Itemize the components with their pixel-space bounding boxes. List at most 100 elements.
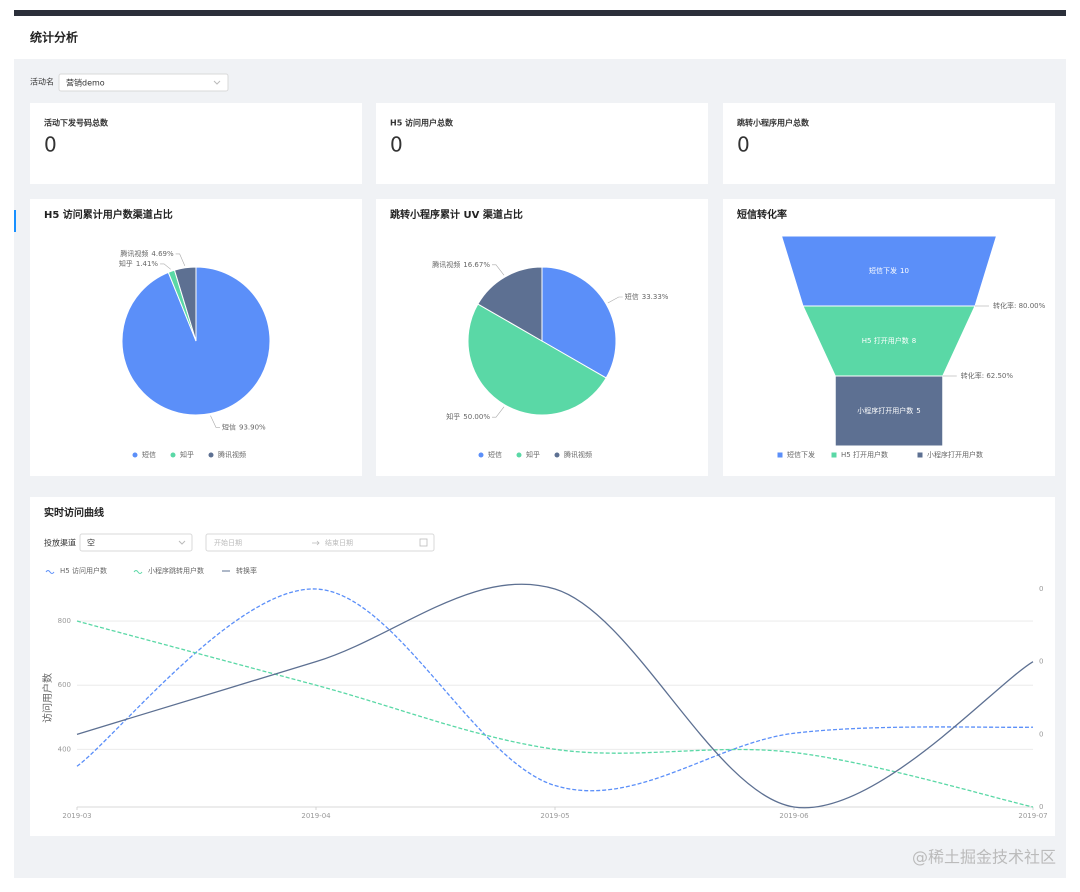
- pie-label-name: 知乎: [119, 259, 133, 268]
- card: [376, 103, 708, 184]
- legend-marker: [831, 452, 837, 458]
- channel-select-value: 空: [87, 538, 95, 548]
- series-line: [76, 588, 1034, 792]
- series-line: [76, 620, 1034, 808]
- select-arrow: [213, 80, 221, 85]
- pie-slice: [477, 266, 543, 342]
- pie-label: 腾讯视频 4.69%: [120, 249, 174, 258]
- legend-label: 知乎: [526, 450, 540, 459]
- legend-marker: [777, 452, 783, 458]
- legend-label: 短信下发: [787, 450, 815, 459]
- x-tick-label: 2019-06: [779, 812, 809, 820]
- x-tick-label: 2019-05: [540, 812, 569, 820]
- card: [30, 103, 362, 184]
- pie-label-name: 短信: [222, 422, 236, 431]
- y2-tick-label: 0: [1039, 803, 1043, 811]
- legend-marker: [132, 452, 138, 458]
- conversion-label: 转化率: 62.50%: [961, 371, 1014, 380]
- select-arrow: [178, 540, 186, 545]
- pie-label-value: 4.69%: [151, 250, 174, 258]
- funnel-label: 小程序打开用户数 5: [857, 406, 920, 415]
- activity-select-value: 营销demo: [66, 78, 105, 88]
- pie-label: 知乎 1.41%: [119, 259, 159, 268]
- chart-title: 跳转小程序累计 UV 渠道占比: [390, 208, 523, 221]
- x-tick-label: 2019-04: [301, 812, 331, 820]
- stat-label: 跳转小程序用户总数: [737, 118, 810, 128]
- legend-label: H5 访问用户数: [60, 566, 107, 575]
- pie-label: 腾讯视频 16.67%: [432, 260, 490, 269]
- x-tick-label: 2019-07: [1018, 812, 1047, 820]
- channel-select[interactable]: [79, 533, 193, 552]
- label-leader: [607, 296, 623, 304]
- filter-label: 投放渠道: [44, 538, 76, 548]
- stat-label: H5 访问用户总数: [390, 118, 454, 128]
- start-date: 开始日期: [214, 538, 242, 547]
- y-tick-label: 800: [58, 617, 71, 625]
- legend-marker: [554, 452, 560, 458]
- pie-label-value: 93.90%: [239, 423, 266, 431]
- funnel-label-name: 小程序打开用户数: [857, 406, 913, 415]
- y2-tick-label: 0: [1039, 585, 1043, 593]
- page-title: 统计分析: [30, 30, 78, 45]
- pie-slice: [173, 266, 197, 342]
- chart-title: H5 访问累计用户数渠道占比: [44, 208, 173, 221]
- pie-label-value: 50.00%: [463, 413, 490, 421]
- legend-label: 短信: [142, 450, 156, 459]
- y2-tick-label: 0: [1039, 730, 1043, 738]
- series-line: [76, 583, 1034, 809]
- pie-label-name: 短信: [625, 292, 639, 301]
- legend-label: 小程序打开用户数: [927, 450, 983, 459]
- pie-label: 短信 93.90%: [222, 422, 266, 431]
- card: [723, 103, 1055, 184]
- range-arrow: [312, 540, 320, 546]
- funnel-label-value: 5: [916, 407, 920, 415]
- pie-slice: [541, 266, 617, 379]
- legend-label: 腾讯视频: [218, 450, 246, 459]
- legend-marker: [45, 570, 55, 574]
- funnel-label-value: 10: [900, 267, 909, 275]
- legend-label: H5 打开用户数: [841, 450, 888, 459]
- stat-value: 0: [390, 133, 403, 157]
- label-leader: [160, 263, 171, 270]
- funnel-segment: [834, 375, 944, 447]
- conversion-label: 转化率: 80.00%: [993, 301, 1046, 310]
- label-leader: [491, 264, 505, 276]
- legend-label: 小程序跳转用户数: [148, 566, 204, 575]
- pie-label-name: 知乎: [446, 412, 460, 421]
- legend-label: 短信: [488, 450, 502, 459]
- funnel-label: H5 打开用户数 8: [862, 336, 916, 345]
- pie-label-value: 16.67%: [463, 261, 490, 269]
- pie-label-value: 1.41%: [136, 260, 159, 268]
- activity-select[interactable]: [58, 73, 229, 92]
- pie-label-name: 腾讯视频: [432, 260, 460, 269]
- legend-marker: [917, 452, 923, 458]
- legend-marker: [133, 570, 143, 574]
- legend-marker: [170, 452, 176, 458]
- pie-label: 短信 33.33%: [625, 292, 669, 301]
- label-leader: [210, 415, 220, 428]
- funnel-label: 短信下发 10: [869, 266, 909, 275]
- pie-slice: [467, 303, 607, 416]
- y2-tick-label: 0: [1039, 658, 1043, 666]
- pie-label-value: 33.33%: [642, 293, 669, 301]
- chart-title: 实时访问曲线: [44, 506, 104, 519]
- legend-label: 转换率: [236, 566, 257, 575]
- watermark: @稀土掘金技术社区: [912, 848, 1056, 867]
- nav-indicator: [14, 210, 16, 232]
- funnel-label-name: H5 打开用户数: [862, 336, 909, 345]
- legend-marker: [478, 452, 484, 458]
- legend-marker: [208, 452, 214, 458]
- chart-title: 短信转化率: [737, 208, 787, 221]
- filter-label: 活动名: [30, 77, 54, 87]
- calendar-icon: [419, 538, 428, 547]
- y-tick-label: 600: [58, 681, 71, 689]
- stat-value: 0: [44, 133, 57, 157]
- legend-label: 知乎: [180, 450, 194, 459]
- pie-label-name: 腾讯视频: [120, 249, 148, 258]
- top-bar: [14, 10, 1066, 16]
- y-axis-label: 访问用户数: [41, 673, 54, 723]
- date-range[interactable]: [205, 533, 435, 552]
- stat-label: 活动下发号码总数: [44, 118, 109, 128]
- label-leader: [492, 406, 505, 418]
